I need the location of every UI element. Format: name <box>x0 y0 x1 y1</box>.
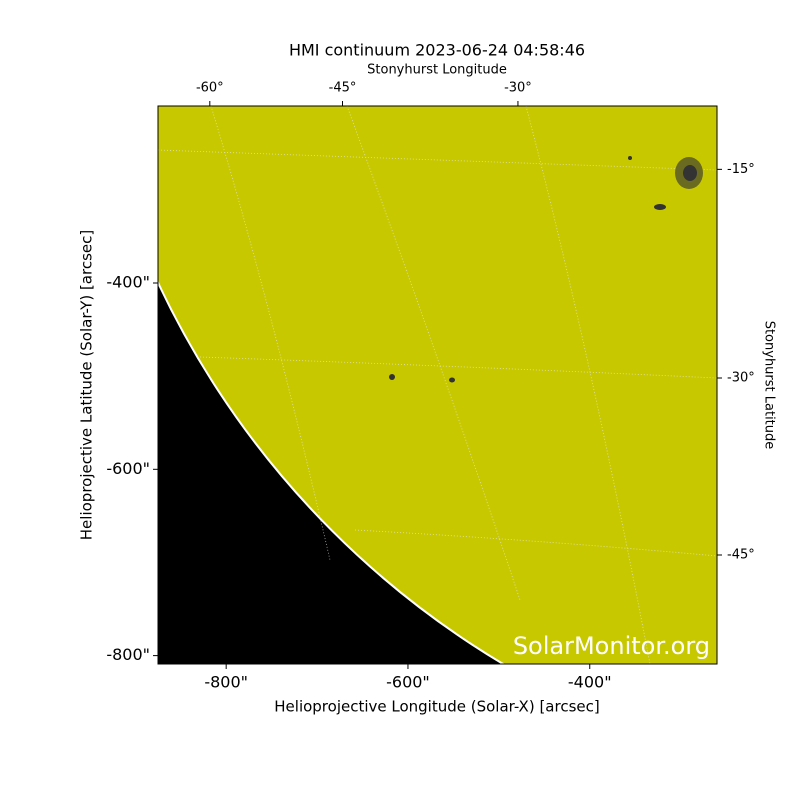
x-tick-label: -400" <box>568 673 612 692</box>
plot-frame <box>157 105 718 665</box>
x2-tick-label: -45° <box>329 81 357 96</box>
chart-title: HMI continuum 2023-06-24 04:58:46 <box>289 41 585 60</box>
y2-tick-label: -45° <box>727 548 755 563</box>
watermark: SolarMonitor.org <box>513 632 710 660</box>
y-tick-label: -800" <box>106 645 150 664</box>
x-axis-label: Helioprojective Longitude (Solar-X) [arc… <box>274 698 599 716</box>
y-tick-label: -400" <box>106 272 150 291</box>
y2-axis-label: Stonyhurst Latitude <box>762 321 777 450</box>
x2-axis-label: Stonyhurst Longitude <box>367 63 507 78</box>
x-tick-label: -800" <box>204 673 248 692</box>
coordinate-grid <box>158 106 717 664</box>
x2-tick-label: -60° <box>196 81 224 96</box>
y-tick-label: -600" <box>106 459 150 478</box>
x-tick-label: -600" <box>386 673 430 692</box>
x2-tick-label: -30° <box>504 81 532 96</box>
y2-tick-label: -30° <box>727 371 755 386</box>
y2-tick-label: -15° <box>727 162 755 177</box>
solar-disk <box>158 106 717 664</box>
y-axis-label: Helioprojective Latitude (Solar-Y) [arcs… <box>78 230 96 540</box>
sunspots <box>389 156 703 383</box>
image <box>158 106 717 664</box>
